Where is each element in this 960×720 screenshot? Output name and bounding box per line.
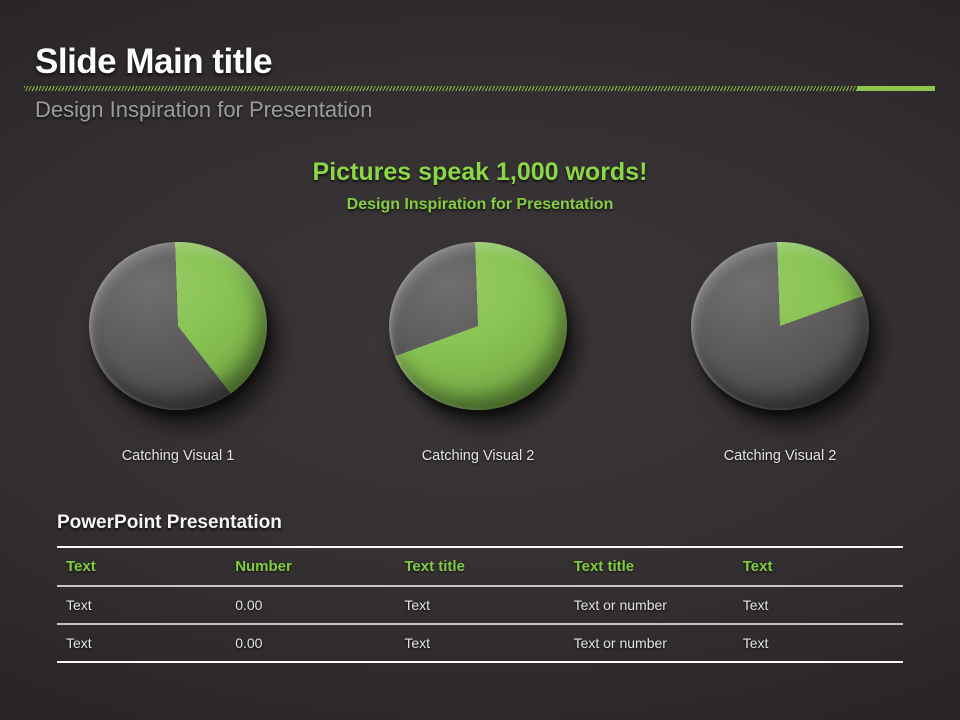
table-row: Text 0.00 Text Text or number Text — [57, 586, 903, 624]
table-cell: Text — [742, 597, 769, 613]
header-divider-accent — [857, 86, 935, 91]
pie-chart-2 — [386, 238, 570, 414]
pie-chart-3 — [688, 238, 872, 414]
table-cell: Text — [66, 597, 92, 613]
pie-chart-1 — [86, 238, 270, 414]
table-cell: 0.00 — [235, 597, 263, 613]
pie-caption-2: Catching Visual 2 — [421, 448, 535, 464]
slide-subtitle: Design Inspiration for Presentation — [35, 97, 373, 122]
pie-figure-2: Catching Visual 2 — [348, 238, 608, 464]
table-header-cell: Text title — [404, 558, 465, 575]
table-cell: 0.00 — [235, 635, 263, 651]
slide-title: Slide Main title — [35, 42, 273, 81]
table-header-cell: Text title — [573, 558, 635, 575]
table-cell: Text — [66, 635, 92, 651]
pie-figure-3: Catching Visual 2 — [650, 238, 910, 464]
pie-caption-1: Catching Visual 1 — [121, 448, 235, 464]
table-header-row: Text Number Text title Text title Text — [57, 547, 903, 586]
table-section-title: PowerPoint Presentation — [57, 512, 282, 533]
pie-caption-3: Catching Visual 2 — [723, 448, 837, 464]
table-body: Text 0.00 Text Text or number Text Text 0.00 Te… — [57, 586, 903, 662]
table-cell: Text — [742, 635, 769, 651]
table-header-cell: Text — [742, 558, 773, 575]
table-cell: Text or number — [573, 597, 667, 613]
table-cell: Text or number — [573, 635, 667, 651]
table-head: Text Number Text title Text title Text — [57, 547, 903, 586]
header-divider — [24, 86, 935, 91]
table-cell: Text — [404, 635, 431, 651]
headline-subtitle: Design Inspiration for Presentation — [346, 196, 614, 213]
table-header-cell: Number — [235, 558, 292, 575]
headline-title: Pictures speak 1,000 words! — [312, 158, 648, 186]
table-row: Text 0.00 Text Text or number Text — [57, 624, 903, 662]
table-cell: Text — [404, 597, 431, 613]
table-header-cell: Text — [66, 558, 96, 575]
pie-figure-1: Catching Visual 1 — [48, 238, 308, 464]
data-table: Text Number Text title Text title Text Text 0… — [57, 546, 903, 663]
